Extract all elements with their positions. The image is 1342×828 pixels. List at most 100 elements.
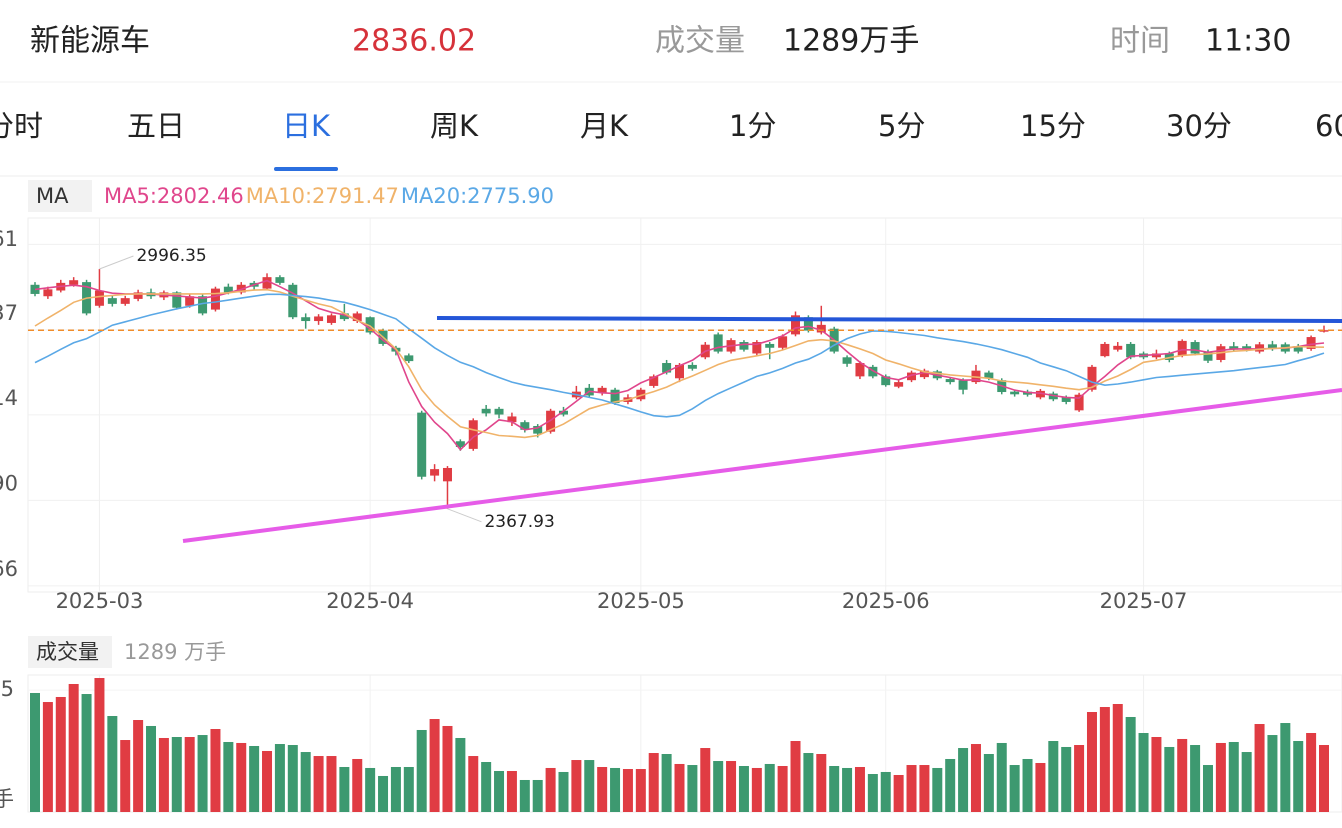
candle-body	[881, 376, 891, 386]
volume-bar	[790, 741, 801, 812]
candle-body	[1048, 393, 1058, 400]
tab[interactable]: 5分	[878, 109, 925, 143]
candle-body	[352, 313, 362, 322]
tab[interactable]: 1分	[729, 109, 776, 143]
tab[interactable]: 日K	[282, 109, 331, 143]
candle-body	[958, 380, 968, 390]
volume-bar	[906, 765, 917, 812]
candle-body	[198, 296, 208, 314]
candle-body	[455, 441, 465, 447]
volume-bar	[932, 767, 943, 812]
tab[interactable]: 15分	[1020, 109, 1086, 143]
volume-bar	[365, 767, 376, 812]
candle-body	[442, 467, 452, 482]
tab[interactable]: 60	[1315, 109, 1342, 143]
candle-body	[649, 376, 659, 386]
volume-bar	[829, 766, 840, 812]
volume-bar	[339, 766, 350, 812]
candle-body	[94, 290, 104, 306]
volume-bar	[1319, 745, 1329, 812]
candle-body	[1087, 366, 1097, 390]
candle-body	[69, 280, 79, 285]
volume-bar	[816, 753, 827, 812]
time-caption: 时间	[1110, 24, 1170, 59]
candle-body	[984, 372, 994, 379]
volume-bar	[970, 744, 981, 812]
period-tabs: 分时 五日 日K 周K 月K 1分 5分 15分 30分 60	[0, 109, 1342, 171]
time-value: 11:30	[1205, 24, 1291, 59]
tab[interactable]: 30分	[1166, 109, 1232, 143]
candle-body	[1306, 337, 1316, 349]
candle-body	[636, 389, 646, 400]
candle-body	[1061, 397, 1071, 402]
volume-bar	[1074, 745, 1085, 812]
tab[interactable]: 月K	[580, 109, 629, 143]
volume-box	[28, 636, 112, 668]
volume-bar	[532, 779, 543, 812]
volume-bar	[738, 766, 749, 812]
candle-body	[752, 342, 762, 354]
candle-body	[172, 292, 182, 308]
candle-body	[791, 315, 801, 335]
volume-bar	[958, 748, 969, 812]
volume-bar	[687, 765, 698, 812]
volume-bar	[210, 728, 221, 812]
tab[interactable]: 分时	[0, 109, 43, 143]
volume-bar	[481, 762, 492, 812]
candle-body	[1126, 343, 1136, 358]
candle-body	[842, 357, 852, 364]
candle-body	[662, 363, 672, 373]
candle-body	[907, 372, 917, 381]
plot-frame	[27, 217, 1342, 593]
volume-bar	[622, 769, 633, 812]
volume-bar	[1099, 707, 1110, 812]
candle-body	[210, 288, 220, 310]
y-tick-label: 2614	[0, 386, 18, 410]
volume-bar	[880, 771, 891, 812]
volume-bar	[648, 753, 659, 812]
volume-bar	[945, 758, 956, 812]
volume-bar	[94, 678, 105, 812]
volume-bar	[468, 756, 479, 812]
volume-plot: 5	[1, 677, 1342, 812]
candle-body	[803, 317, 813, 331]
tab[interactable]: 五日	[127, 109, 185, 143]
volume-bar	[30, 692, 40, 812]
candle-body	[765, 343, 775, 348]
candle-body	[610, 389, 620, 404]
stock-name: 新能源车	[30, 24, 150, 59]
tab[interactable]: 周K	[430, 109, 479, 143]
candle-body	[507, 416, 517, 423]
volume-bar	[919, 765, 930, 812]
candle-body	[1035, 390, 1045, 398]
price-plot	[28, 269, 1342, 509]
indicator-label: MA	[36, 184, 69, 208]
candle-body	[404, 355, 414, 362]
ma-line	[34, 288, 1325, 439]
candle-body	[597, 387, 607, 393]
volume-bar	[1151, 737, 1162, 812]
candle-body	[816, 324, 826, 333]
volume-bar	[983, 753, 994, 812]
candle-body	[120, 298, 130, 304]
volume-bar	[455, 737, 466, 812]
volume-bar	[674, 763, 685, 812]
volume-bar	[726, 761, 737, 812]
volume-bar	[1254, 724, 1265, 812]
candle-body	[223, 286, 233, 293]
stock-price: 2836.02	[352, 24, 476, 59]
volume-bar	[326, 756, 337, 812]
indicator-box	[28, 180, 92, 212]
volume-bar	[146, 725, 157, 812]
trend-line	[182, 388, 1342, 543]
volume-bar	[545, 767, 556, 812]
candle-body	[1164, 353, 1174, 360]
y-tick-label: 2390	[0, 471, 18, 495]
legend-entry: MA10:2791.47	[246, 184, 399, 208]
candle-body	[533, 425, 543, 434]
candle-body	[43, 289, 53, 297]
volume-bar	[429, 719, 440, 812]
volume-bar	[352, 758, 363, 812]
volume-bar	[751, 767, 762, 812]
